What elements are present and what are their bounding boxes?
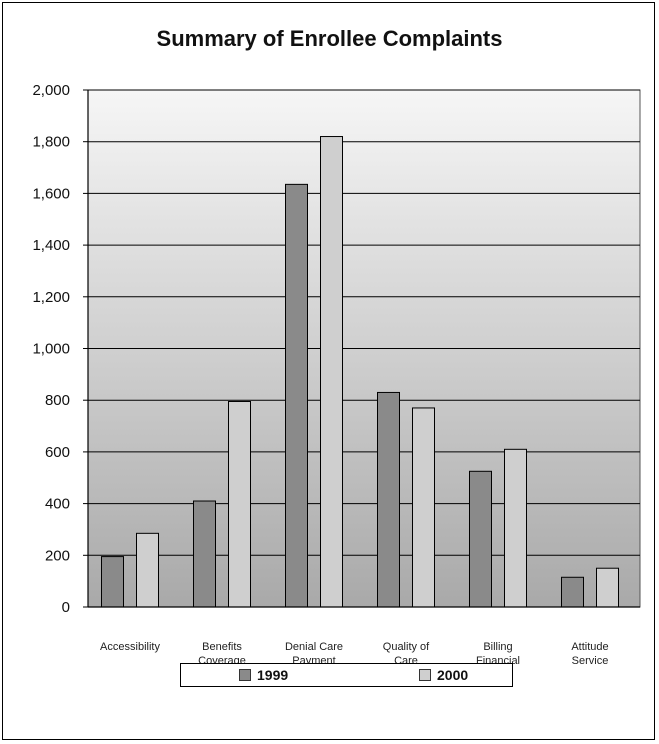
y-tick-label: 1,000 [32, 341, 70, 358]
legend-item-2000: 2000 [419, 667, 468, 683]
y-tick-label: 1,800 [32, 134, 70, 151]
bar-2000-2 [320, 136, 343, 608]
x-category-label-line: Accessibility [100, 641, 160, 653]
legend-label-2000: 2000 [437, 667, 469, 683]
y-tick-label: 1,200 [32, 289, 70, 306]
x-category-label-line: Attitude [571, 641, 608, 653]
x-category-label: Attitude Service [571, 641, 608, 667]
y-tick-label: 200 [45, 547, 70, 564]
x-category-label-line: Quality of [383, 641, 430, 653]
legend: 1999 2000 [180, 663, 513, 687]
y-tick-label: 0 [62, 599, 70, 616]
x-category-label: Accessibility [100, 641, 160, 653]
legend-item-1999: 1999 [239, 667, 288, 683]
chart-title: Summary of Enrollee Complaints [156, 26, 503, 51]
bar-2000-0 [136, 532, 159, 608]
bar-2000-3 [412, 407, 435, 608]
bar-2000-5 [596, 567, 619, 608]
bar-1999-2 [285, 183, 308, 608]
legend-swatch-2000 [419, 669, 431, 681]
bar-2000-1 [228, 400, 251, 608]
y-tick-label: 2,000 [32, 82, 70, 99]
bar-2000-4 [504, 448, 527, 608]
bar-1999-0 [101, 556, 124, 608]
legend-label-1999: 1999 [257, 667, 289, 683]
y-tick-label: 1,400 [32, 237, 70, 254]
y-tick-label: 1,600 [32, 185, 70, 202]
y-tick-label: 400 [45, 496, 70, 513]
bar-1999-4 [469, 470, 492, 608]
y-tick-label: 800 [45, 392, 70, 409]
x-category-label-line: Denial Care [285, 641, 343, 653]
x-category-label-line: Service [572, 655, 609, 667]
bar-1999-3 [377, 391, 400, 608]
bar-1999-5 [561, 576, 584, 608]
x-category-label-line: Benefits [202, 641, 242, 653]
y-tick-label: 600 [45, 444, 70, 461]
x-category-label-line: Billing [483, 641, 512, 653]
legend-swatch-1999 [239, 669, 251, 681]
bar-1999-1 [193, 500, 216, 608]
